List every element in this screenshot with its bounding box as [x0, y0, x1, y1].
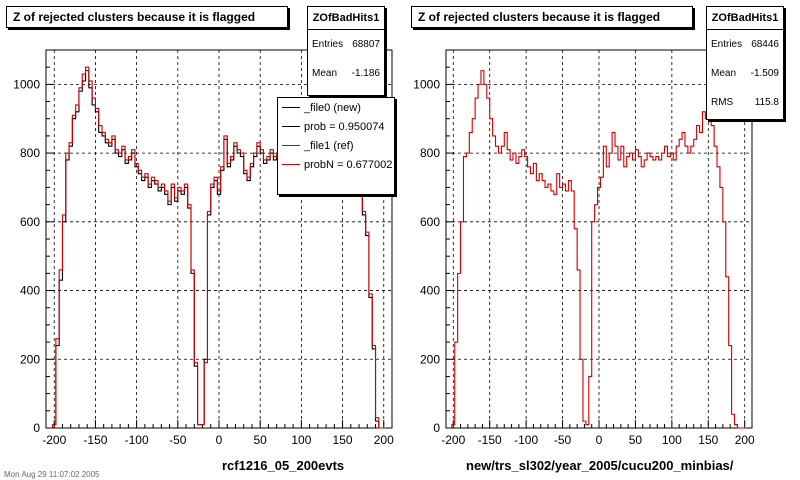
legend-entry-file1: _file1 (ref): [278, 136, 394, 155]
x-tick-label: -100: [125, 433, 149, 447]
legend-entry-probn: probN = 0.677002: [278, 155, 394, 174]
y-tick-label: 1000: [13, 77, 40, 91]
stats-rms: RMS 115.8: [711, 97, 779, 108]
x-tick-label: 200: [735, 433, 755, 447]
x-tick-label: 150: [698, 433, 718, 447]
y-tick-label: 400: [20, 284, 40, 298]
x-tick-label: -50: [169, 433, 187, 447]
stats-mean: Mean -1.509: [711, 68, 779, 79]
stats-box-right: ZOfBadHits1 Entries 68446 Mean -1.509 RMS 1…: [706, 6, 784, 120]
y-tick-label: 200: [20, 352, 40, 366]
y-tick-label: 800: [20, 146, 40, 160]
y-tick-label: 600: [420, 215, 440, 229]
x-tick-label: 100: [291, 433, 311, 447]
x-tick-label: 50: [254, 433, 268, 447]
x-axis-label-left: rcf1216_05_200evts: [222, 458, 345, 473]
x-tick-label: -150: [83, 433, 107, 447]
stats-mean: Mean -1.186: [312, 68, 380, 79]
x-tick-label: 0: [216, 433, 223, 447]
x-tick-label: -200: [42, 433, 66, 447]
timestamp-footer: Mon Aug 29 11:07:02 2005: [4, 470, 100, 479]
stats-name: ZOfBadHits1: [707, 7, 783, 30]
x-tick-label: 200: [374, 433, 394, 447]
chart-title-right: Z of rejected clusters because it is fla…: [411, 6, 693, 28]
y-tick-label: 0: [33, 421, 40, 435]
x-tick-label: 50: [629, 433, 643, 447]
stats-box-left: ZOfBadHits1 Entries 68807 Mean -1.186: [307, 6, 385, 96]
legend-entry-file0: _file0 (new): [278, 98, 394, 117]
series-step: [451, 70, 747, 429]
legend-box: _file0 (new) prob = 0.950074 _file1 (ref…: [277, 97, 395, 195]
legend-entry-prob: prob = 0.950074: [278, 117, 394, 136]
chart-title-left: Z of rejected clusters because it is fla…: [6, 6, 288, 28]
y-tick-label: 800: [420, 146, 440, 160]
stats-entries: Entries 68446: [711, 39, 779, 50]
y-tick-label: 1000: [413, 77, 440, 91]
x-tick-label: -100: [514, 433, 538, 447]
x-tick-label: 0: [596, 433, 603, 447]
x-axis-label-right: new/trs_sl302/year_2005/cucu200_minbias/: [466, 458, 734, 473]
x-tick-label: -50: [554, 433, 572, 447]
x-tick-label: 100: [662, 433, 682, 447]
y-tick-label: 600: [20, 215, 40, 229]
y-tick-label: 200: [420, 352, 440, 366]
y-tick-label: 400: [420, 284, 440, 298]
y-tick-label: 0: [433, 421, 440, 435]
stats-entries: Entries 68807: [312, 39, 380, 50]
stats-name: ZOfBadHits1: [308, 7, 384, 30]
plot-panel-1: -200 -150 -100 -50 0 50 100 150 200 0 200 400 600 800…: [413, 49, 755, 447]
x-tick-label: -200: [441, 433, 465, 447]
x-tick-label: -150: [478, 433, 502, 447]
x-tick-label: 150: [333, 433, 353, 447]
